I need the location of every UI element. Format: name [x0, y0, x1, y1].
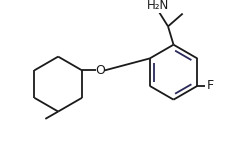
Text: O: O	[95, 64, 105, 77]
Text: F: F	[206, 79, 214, 92]
Text: H₂N: H₂N	[147, 0, 169, 12]
